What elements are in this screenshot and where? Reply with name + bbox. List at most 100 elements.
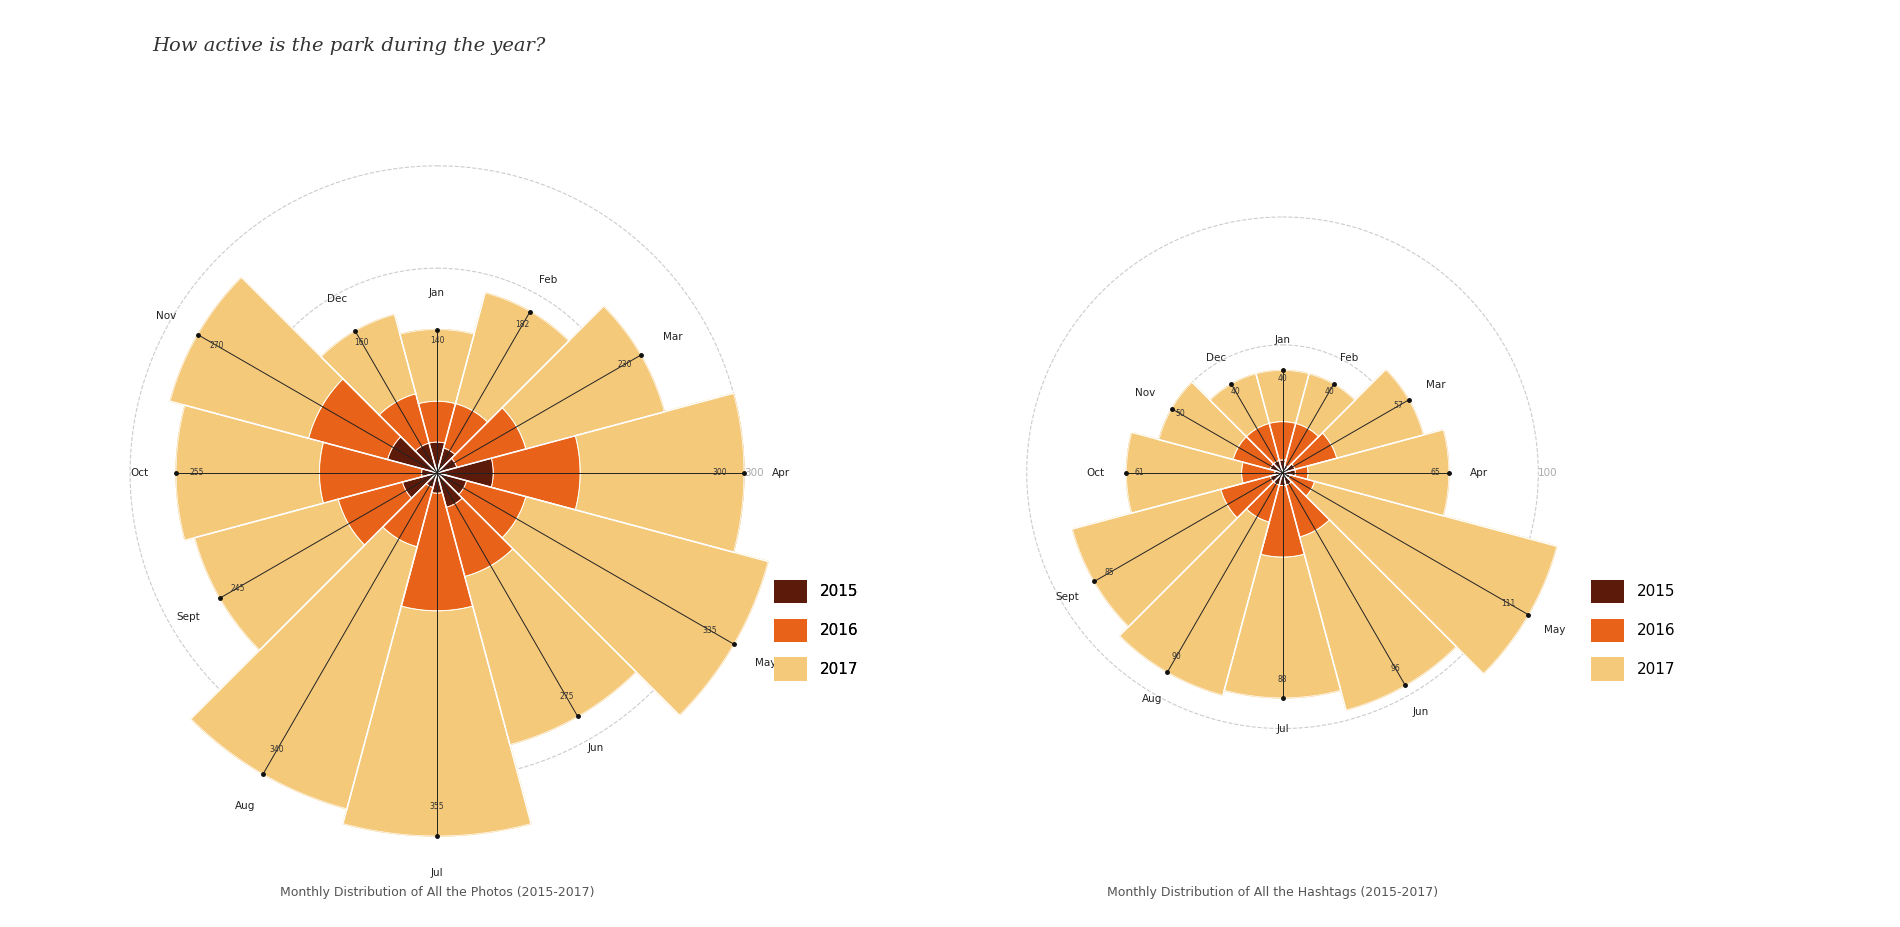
Text: Apr: Apr xyxy=(771,468,790,477)
Text: 40: 40 xyxy=(1231,387,1241,396)
Text: 335: 335 xyxy=(703,626,718,635)
Text: 111: 111 xyxy=(1501,599,1516,608)
Polygon shape xyxy=(1159,382,1246,460)
Polygon shape xyxy=(1220,476,1273,518)
Text: Nov: Nov xyxy=(156,311,177,322)
Polygon shape xyxy=(1282,464,1296,473)
Polygon shape xyxy=(380,394,429,451)
Text: 200: 200 xyxy=(642,468,661,477)
Polygon shape xyxy=(502,497,768,715)
Text: Sept: Sept xyxy=(177,612,199,621)
Text: 65: 65 xyxy=(1431,468,1440,477)
Polygon shape xyxy=(171,277,344,438)
Text: 340: 340 xyxy=(270,745,285,755)
Polygon shape xyxy=(1282,473,1292,485)
Polygon shape xyxy=(1275,471,1282,475)
Polygon shape xyxy=(388,437,437,473)
Text: 88: 88 xyxy=(1277,676,1288,684)
Polygon shape xyxy=(1273,473,1282,485)
Polygon shape xyxy=(1241,463,1275,483)
Polygon shape xyxy=(437,448,456,473)
Polygon shape xyxy=(319,442,422,503)
Polygon shape xyxy=(1127,432,1243,514)
Polygon shape xyxy=(1292,433,1338,469)
Text: Mar: Mar xyxy=(663,332,682,342)
Text: 245: 245 xyxy=(230,584,245,592)
Polygon shape xyxy=(1273,461,1282,473)
Polygon shape xyxy=(1296,374,1355,437)
Text: Dec: Dec xyxy=(1206,352,1226,362)
Polygon shape xyxy=(1288,475,1315,496)
Text: Feb: Feb xyxy=(1340,352,1358,362)
Legend: 2015, 2016, 2017: 2015, 2016, 2017 xyxy=(1585,574,1682,687)
Polygon shape xyxy=(429,442,445,473)
Polygon shape xyxy=(502,307,665,449)
Text: 100: 100 xyxy=(540,468,559,477)
Text: Nov: Nov xyxy=(1134,388,1155,399)
Polygon shape xyxy=(458,481,526,538)
Text: May: May xyxy=(1545,625,1566,635)
Polygon shape xyxy=(576,393,745,552)
Polygon shape xyxy=(1246,482,1279,522)
Text: 182: 182 xyxy=(515,320,530,329)
Polygon shape xyxy=(1224,554,1341,698)
Text: How active is the park during the year?: How active is the park during the year? xyxy=(152,37,545,55)
Text: 300: 300 xyxy=(745,468,764,477)
Text: 255: 255 xyxy=(190,468,203,477)
Polygon shape xyxy=(1286,482,1330,537)
Polygon shape xyxy=(1269,422,1296,461)
Polygon shape xyxy=(1300,520,1455,710)
Text: 85: 85 xyxy=(1104,568,1113,578)
Polygon shape xyxy=(466,549,636,744)
Text: 50: 50 xyxy=(1176,410,1186,418)
Polygon shape xyxy=(1282,469,1296,476)
Text: 90: 90 xyxy=(1172,652,1182,661)
Polygon shape xyxy=(1269,464,1282,473)
Text: Jul: Jul xyxy=(1277,724,1288,733)
Polygon shape xyxy=(1233,437,1273,469)
Polygon shape xyxy=(1305,481,1556,674)
Polygon shape xyxy=(1282,465,1288,473)
Polygon shape xyxy=(192,527,418,808)
Polygon shape xyxy=(321,314,416,415)
Polygon shape xyxy=(1282,473,1290,478)
Text: 100: 100 xyxy=(1539,468,1558,477)
Text: Dec: Dec xyxy=(327,294,348,304)
Polygon shape xyxy=(1296,466,1307,479)
Text: 140: 140 xyxy=(429,337,445,346)
Polygon shape xyxy=(1279,460,1286,473)
Polygon shape xyxy=(1262,485,1303,557)
Text: Mar: Mar xyxy=(1425,379,1446,389)
Text: 40: 40 xyxy=(1324,387,1334,396)
Polygon shape xyxy=(492,436,580,510)
Polygon shape xyxy=(418,401,456,443)
Text: Aug: Aug xyxy=(1142,693,1163,704)
Polygon shape xyxy=(437,458,456,473)
Polygon shape xyxy=(1269,473,1282,482)
Text: Oct: Oct xyxy=(131,468,148,477)
Text: 300: 300 xyxy=(712,468,726,477)
Polygon shape xyxy=(437,473,462,507)
Text: Apr: Apr xyxy=(1471,468,1488,477)
Polygon shape xyxy=(308,379,401,460)
Polygon shape xyxy=(431,473,443,493)
Text: Sept: Sept xyxy=(1056,591,1079,602)
Polygon shape xyxy=(456,293,568,422)
Text: 50: 50 xyxy=(1410,468,1423,477)
Text: Jun: Jun xyxy=(587,743,604,754)
Polygon shape xyxy=(399,329,475,403)
Text: Jun: Jun xyxy=(1412,707,1429,717)
Polygon shape xyxy=(1210,374,1269,437)
Text: Jul: Jul xyxy=(431,868,443,878)
Text: 275: 275 xyxy=(559,692,574,702)
Polygon shape xyxy=(1279,473,1286,486)
Polygon shape xyxy=(1246,424,1279,464)
Polygon shape xyxy=(401,492,473,611)
Polygon shape xyxy=(452,408,526,467)
Polygon shape xyxy=(1119,509,1269,695)
Text: 40: 40 xyxy=(1277,375,1288,383)
Text: Jan: Jan xyxy=(429,287,445,298)
Legend: 2015, 2016, 2017: 2015, 2016, 2017 xyxy=(768,574,864,687)
Polygon shape xyxy=(1256,371,1309,424)
Polygon shape xyxy=(196,500,365,650)
